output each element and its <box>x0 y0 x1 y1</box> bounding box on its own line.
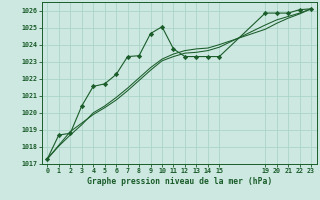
X-axis label: Graphe pression niveau de la mer (hPa): Graphe pression niveau de la mer (hPa) <box>87 177 272 186</box>
